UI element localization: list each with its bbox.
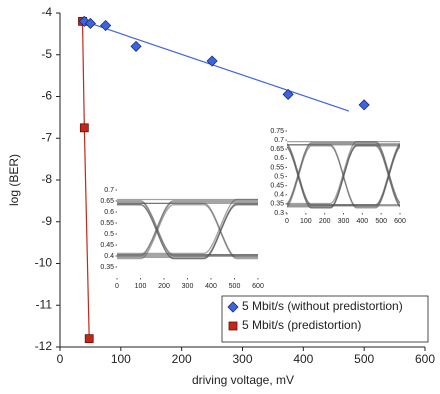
inset-y-tick-label: 0.65 xyxy=(100,198,114,205)
series-line xyxy=(83,21,90,338)
y-tick-label: -8 xyxy=(41,172,52,186)
inset-x-tick-label: 400 xyxy=(356,218,368,225)
square-marker xyxy=(80,124,88,132)
inset-y-tick-label: 0.4 xyxy=(104,253,114,260)
y-tick-label: -4 xyxy=(41,5,52,19)
diamond-marker xyxy=(131,41,141,51)
inset-y-tick-label: 0.75 xyxy=(270,128,284,135)
inset-x-tick-label: 300 xyxy=(182,283,194,290)
trend-line xyxy=(84,21,349,111)
inset-y-tick-label: 0.5 xyxy=(274,173,284,180)
inset-y-tick-label: 0.35 xyxy=(100,264,114,271)
diamond-marker xyxy=(283,89,293,99)
inset-x-tick-label: 500 xyxy=(229,283,241,290)
y-tick-label: -5 xyxy=(41,47,52,61)
inset-y-tick-label: 0.65 xyxy=(270,146,284,153)
diamond-marker xyxy=(101,21,111,31)
y-axis-label: log (BER) xyxy=(7,154,21,206)
x-tick-label: 500 xyxy=(354,352,374,366)
x-axis-label: driving voltage, mV xyxy=(192,373,294,387)
square-marker xyxy=(85,335,93,343)
inset-x-tick-label: 100 xyxy=(135,283,147,290)
x-tick-label: 400 xyxy=(293,352,313,366)
inset-y-tick-label: 0.4 xyxy=(274,192,284,199)
inset-y-tick-label: 0.45 xyxy=(100,242,114,249)
inset-y-tick-label: 0.35 xyxy=(270,201,284,208)
chart: driving voltage, mV log (BER) 0.35 0.4 0.4… xyxy=(0,0,440,394)
x-tick-label: 600 xyxy=(415,352,435,366)
diamond-marker xyxy=(359,100,369,110)
inset-x-tick-label: 100 xyxy=(300,218,312,225)
y-tick-label: -6 xyxy=(41,89,52,103)
inset-y-tick-label: 0.55 xyxy=(100,220,114,227)
y-tick-label: -10 xyxy=(35,256,53,270)
x-tick-label: 300 xyxy=(232,352,252,366)
y-tick-label: -9 xyxy=(41,214,52,228)
inset-y-tick-label: 0.3 xyxy=(274,210,284,217)
inset-y-tick-label: 0.6 xyxy=(274,155,284,162)
x-tick-label: 200 xyxy=(172,352,192,366)
inset-x-tick-label: 0 xyxy=(115,283,119,290)
inset-y-tick-label: 0.6 xyxy=(104,209,114,216)
y-tick-label: -7 xyxy=(41,130,52,144)
y-tick-label: -12 xyxy=(35,339,53,353)
inset-x-tick-label: 200 xyxy=(158,283,170,290)
square-marker xyxy=(229,322,237,330)
inset-x-tick-label: 600 xyxy=(394,218,406,225)
inset-y-tick-label: 0.7 xyxy=(274,137,284,144)
x-tick-label: 0 xyxy=(57,352,64,366)
y-tick-label: -11 xyxy=(36,297,53,311)
inset-x-tick-label: 500 xyxy=(375,218,387,225)
inset-y-tick-label: 0.7 xyxy=(104,187,114,194)
diamond-marker xyxy=(207,56,217,66)
inset-x-tick-label: 200 xyxy=(319,218,331,225)
inset-y-tick-label: 0.45 xyxy=(270,183,284,190)
inset-x-tick-label: 600 xyxy=(252,283,264,290)
x-tick-label: 100 xyxy=(111,352,131,366)
inset-x-tick-label: 400 xyxy=(205,283,217,290)
inset-y-tick-label: 0.55 xyxy=(270,164,284,171)
inset-x-tick-label: 0 xyxy=(285,218,289,225)
legend-label: 5 Mbit/s (predistortion) xyxy=(242,318,361,332)
inset-y-tick-label: 0.5 xyxy=(104,231,114,238)
inset-x-tick-label: 300 xyxy=(338,218,350,225)
legend-label: 5 Mbit/s (without predistortion) xyxy=(242,299,403,313)
